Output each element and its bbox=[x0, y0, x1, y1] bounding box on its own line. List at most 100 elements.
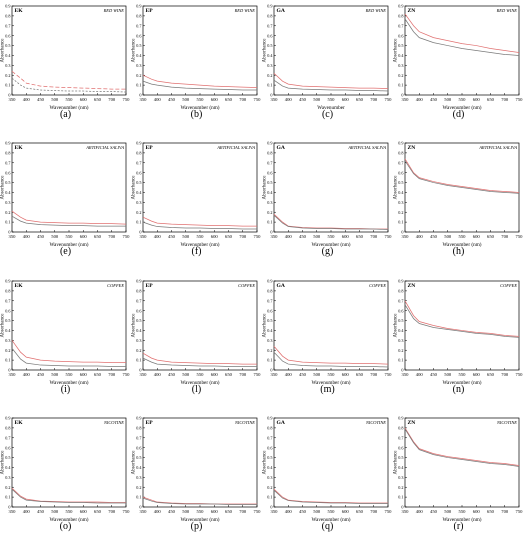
x-tick-label: 500 bbox=[182, 509, 190, 514]
y-tick-label: 0.8 bbox=[267, 288, 272, 293]
y-tick-label: 0.7 bbox=[267, 298, 272, 303]
y-tick-label: 0.8 bbox=[398, 425, 403, 430]
panel-caption: (m) bbox=[320, 384, 334, 395]
panel-medium: COFFEE bbox=[500, 283, 517, 288]
y-tick-label: 0.4 bbox=[136, 190, 142, 195]
x-tick-label: 600 bbox=[211, 97, 219, 102]
panel-caption: (e) bbox=[60, 246, 71, 257]
panel-caption: (i) bbox=[61, 384, 70, 395]
y-tick-label: 0.6 bbox=[267, 308, 272, 313]
x-tick-label: 750 bbox=[385, 97, 393, 102]
x-tick-label: 700 bbox=[501, 372, 509, 377]
y-tick-label: 0.9 bbox=[267, 4, 272, 9]
y-tick-label: 0 bbox=[8, 505, 10, 510]
series-line-1 bbox=[273, 346, 389, 365]
y-tick-label: 0.9 bbox=[5, 4, 10, 9]
panel-medium: RED WINE bbox=[234, 8, 256, 13]
x-tick-label: 700 bbox=[239, 509, 247, 514]
y-tick-label: 0.1 bbox=[267, 358, 272, 363]
x-tick-label: 500 bbox=[313, 509, 321, 514]
y-tick-label: 0.2 bbox=[5, 210, 10, 215]
plot-frame bbox=[11, 5, 127, 96]
y-tick-label: 0.8 bbox=[398, 288, 403, 293]
x-tick-label: 350 bbox=[402, 97, 410, 102]
y-tick-label: 0.3 bbox=[5, 63, 10, 68]
y-tick-label: 0.2 bbox=[267, 73, 272, 78]
y-tick-label: 0.5 bbox=[398, 455, 403, 460]
x-tick-label: 750 bbox=[123, 234, 131, 239]
y-tick-label: 0.8 bbox=[267, 150, 272, 155]
series-line-2 bbox=[11, 77, 127, 93]
y-tick-label: 0.6 bbox=[398, 308, 403, 313]
y-tick-label: 0.5 bbox=[136, 455, 141, 460]
plot-frame bbox=[142, 280, 258, 371]
panel-medium: ARTIFICIAL SALIVA bbox=[347, 145, 386, 150]
y-tick-label: 0.5 bbox=[267, 43, 272, 48]
y-tick-label: 0.3 bbox=[267, 200, 272, 205]
y-tick-label: 0.8 bbox=[136, 13, 141, 18]
x-tick-label: 450 bbox=[168, 97, 176, 102]
panel-tag: GA bbox=[277, 145, 285, 151]
chart-panel-n: 0 0.1 0.2 0.3 0.4 0.5 0.6 0.7 0.8 0.9 350 400 450 500… bbox=[394, 279, 524, 395]
panel-tag: ZN bbox=[408, 420, 416, 426]
x-tick-label: 700 bbox=[370, 509, 378, 514]
x-tick-label: 700 bbox=[239, 97, 247, 102]
y-tick-label: 0.3 bbox=[267, 475, 272, 480]
y-tick-label: 0.9 bbox=[5, 416, 10, 421]
y-tick-label: 0.2 bbox=[398, 348, 403, 353]
x-axis-label: Wavenumber (nm) bbox=[312, 516, 351, 523]
y-tick-label: 0.2 bbox=[5, 348, 10, 353]
y-tick-label: 0.9 bbox=[398, 141, 403, 146]
x-tick-label: 500 bbox=[444, 97, 452, 102]
panel-tag: GA bbox=[277, 283, 285, 289]
x-tick-label: 550 bbox=[197, 234, 205, 239]
y-tick-label: 0.7 bbox=[398, 23, 403, 28]
x-tick-label: 500 bbox=[444, 372, 452, 377]
x-tick-label: 350 bbox=[9, 509, 17, 514]
y-tick-label: 0.4 bbox=[398, 465, 404, 470]
x-tick-label: 650 bbox=[356, 97, 364, 102]
y-tick-label: 0.7 bbox=[267, 23, 272, 28]
panel-tag: EK bbox=[15, 145, 24, 151]
x-tick-label: 750 bbox=[516, 97, 524, 102]
y-tick-label: 0.9 bbox=[398, 279, 403, 284]
y-axis-label: Absorbance bbox=[132, 313, 137, 338]
y-tick-label: 0.7 bbox=[5, 160, 10, 165]
x-tick-label: 600 bbox=[211, 372, 219, 377]
x-tick-label: 400 bbox=[285, 509, 293, 514]
x-tick-label: 500 bbox=[313, 372, 321, 377]
y-tick-label: 0.5 bbox=[267, 455, 272, 460]
y-tick-label: 0.5 bbox=[267, 318, 272, 323]
y-tick-label: 0.7 bbox=[5, 435, 10, 440]
x-tick-label: 700 bbox=[108, 372, 116, 377]
x-axis-label: Wavenumber (nm) bbox=[181, 104, 220, 111]
series-line-1 bbox=[142, 74, 258, 88]
series-line-2 bbox=[404, 428, 520, 467]
y-tick-label: 0.3 bbox=[398, 63, 403, 68]
y-tick-label: 0.2 bbox=[398, 485, 403, 490]
y-tick-label: 0.4 bbox=[398, 53, 404, 58]
y-tick-label: 0.7 bbox=[136, 435, 141, 440]
chart-panel-a: 0 0.1 0.2 0.3 0.4 0.5 0.6 0.7 0.8 0.9 350 400 450 500… bbox=[1, 4, 131, 120]
plot-frame bbox=[273, 417, 389, 508]
x-tick-label: 650 bbox=[94, 509, 102, 514]
y-tick-label: 0.1 bbox=[5, 358, 10, 363]
plot-frame bbox=[11, 417, 127, 508]
x-tick-label: 450 bbox=[168, 509, 176, 514]
x-tick-label: 650 bbox=[94, 234, 102, 239]
x-tick-label: 450 bbox=[37, 509, 45, 514]
y-tick-label: 0.2 bbox=[267, 348, 272, 353]
y-tick-label: 0.7 bbox=[5, 298, 10, 303]
x-tick-label: 700 bbox=[108, 509, 116, 514]
y-tick-label: 0.1 bbox=[398, 220, 403, 225]
x-tick-label: 400 bbox=[285, 97, 293, 102]
x-tick-label: 550 bbox=[328, 234, 336, 239]
x-tick-label: 450 bbox=[430, 234, 438, 239]
y-tick-label: 0.1 bbox=[398, 83, 403, 88]
x-tick-label: 450 bbox=[299, 234, 307, 239]
x-tick-label: 600 bbox=[342, 97, 350, 102]
y-tick-label: 0.6 bbox=[5, 445, 10, 450]
y-tick-label: 0.4 bbox=[5, 190, 11, 195]
series-line-1 bbox=[11, 210, 127, 225]
y-tick-label: 0.8 bbox=[398, 150, 403, 155]
